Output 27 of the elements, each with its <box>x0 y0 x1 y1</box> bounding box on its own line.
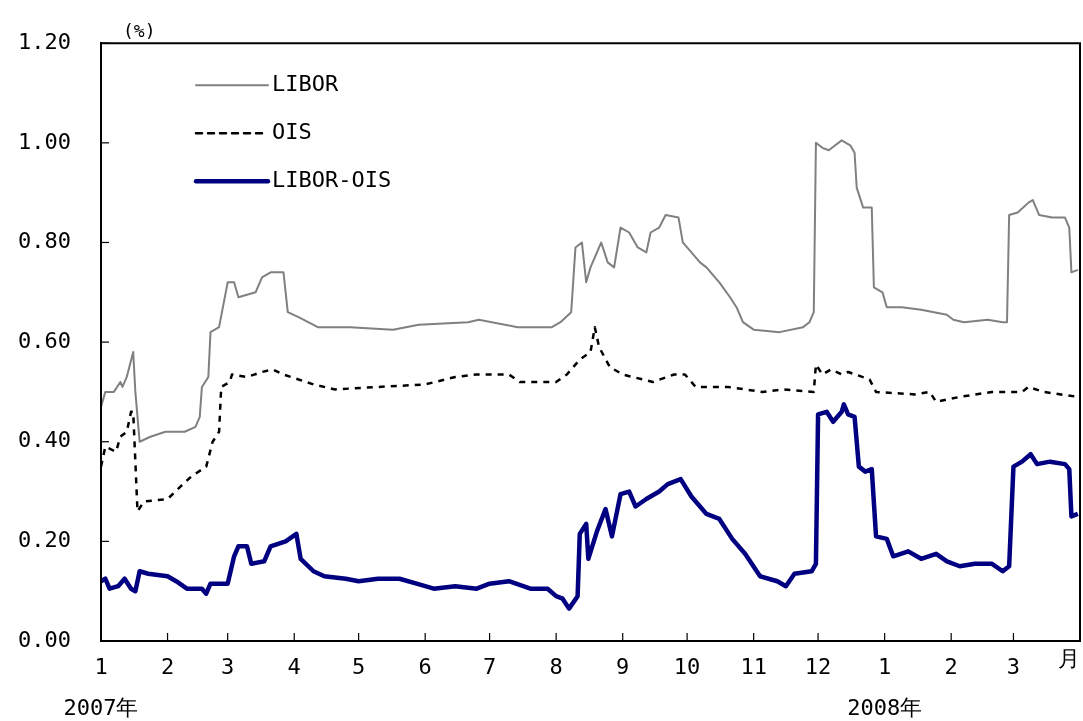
x-tick-label: 3 <box>1006 653 1021 679</box>
x-tick-label: 3 <box>221 653 235 679</box>
x-tick-label: 4 <box>287 653 301 679</box>
x-tick-label: 9 <box>616 653 630 679</box>
y-axis-title: (%) <box>123 19 156 41</box>
y-tick-label: 1.00 <box>18 128 71 154</box>
x-tick-label: 8 <box>549 653 563 679</box>
x-tick-label: 7 <box>482 653 497 679</box>
y-tick-label: 0.40 <box>18 427 71 453</box>
y-tick-label: 0.80 <box>18 228 71 254</box>
x-tick-label: 2 <box>160 653 175 679</box>
x-tick-label: 1 2007年 <box>63 653 139 721</box>
y-tick-label: 0.20 <box>18 527 71 553</box>
legend-label: LIBOR <box>272 70 339 96</box>
legend-label: LIBOR-OIS <box>272 166 392 192</box>
x-tick-label: 2 <box>944 653 958 679</box>
x-tick-label: 6 <box>418 653 432 679</box>
x-tick-label: 10 <box>673 653 701 679</box>
x-tick-label: 1 2008年 <box>847 653 923 721</box>
x-tick-label: 12 <box>804 653 832 679</box>
y-tick-label: 1.20 <box>18 28 71 54</box>
y-tick-label: 0.60 <box>18 327 71 353</box>
legend-label: OIS <box>272 118 312 144</box>
x-tick-label: 11 <box>740 653 767 679</box>
x-tick-label: 5 <box>352 653 366 679</box>
x-axis-title: 月 <box>1058 645 1080 671</box>
y-tick-label: 0.00 <box>18 626 71 652</box>
